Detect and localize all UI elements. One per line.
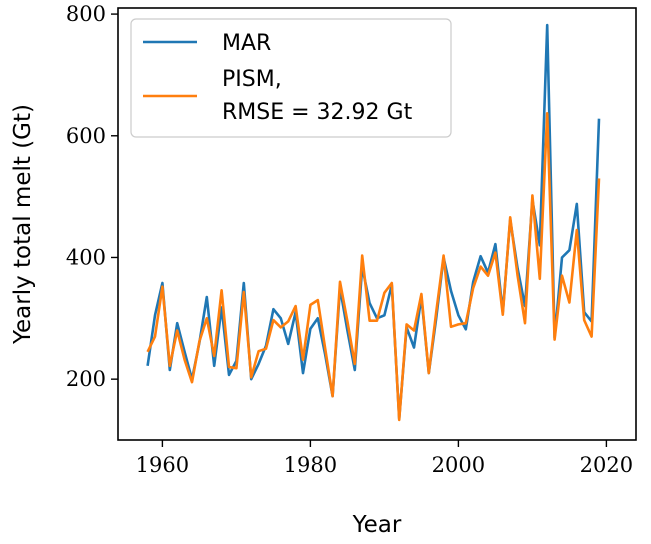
- legend: MAR PISM, RMSE = 32.92 Gt: [130, 18, 452, 138]
- y-tick-label: 800: [66, 2, 106, 26]
- x-axis-ticks: 1960 1980 2000 2020: [136, 440, 633, 477]
- legend-label-pism: PISM,: [222, 67, 282, 92]
- y-axis-ticks: 200 400 600 800: [66, 2, 118, 391]
- y-axis-label: Yearly total melt (Gt): [10, 104, 36, 345]
- series-lines: [146, 23, 601, 422]
- x-tick-label: 2000: [432, 453, 485, 477]
- y-tick-label: 400: [66, 245, 106, 269]
- legend-label-pism-rmse: RMSE = 32.92 Gt: [222, 100, 413, 125]
- y-tick-label: 600: [66, 124, 106, 148]
- legend-label-mar: MAR: [222, 31, 271, 56]
- x-tick-label: 2020: [580, 453, 633, 477]
- y-tick-label: 200: [66, 367, 106, 391]
- series-line-0: [146, 23, 601, 421]
- legend-box: [130, 18, 452, 138]
- x-tick-label: 1960: [136, 453, 189, 477]
- x-axis-label: Year: [352, 512, 402, 538]
- series-line-1: [146, 112, 601, 422]
- x-tick-label: 1980: [284, 453, 337, 477]
- plot-frame: [117, 7, 637, 441]
